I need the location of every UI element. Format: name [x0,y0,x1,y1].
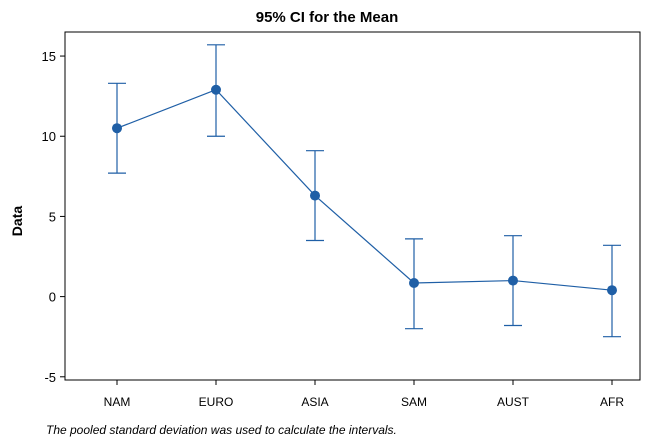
y-tick-label: 15 [42,49,56,64]
mean-point [211,84,221,95]
mean-point [607,285,617,296]
y-tick-label: 5 [49,209,56,224]
y-tick-label: -5 [44,370,56,385]
x-tick-label: SAM [401,395,427,409]
y-tick-label: 10 [42,129,56,144]
series-group [108,44,621,338]
y-axis-title: Data [9,206,25,237]
x-tick-label: AFR [600,395,624,409]
y-tick-label: 0 [49,290,56,305]
mean-connect-line [116,89,613,291]
chart-title: 95% CI for the Mean [256,9,399,26]
mean-point [508,275,518,286]
x-tick-label: EURO [199,395,234,409]
x-tick-label: NAM [104,395,131,409]
y-axis: -5 0 5 10 15 [42,49,65,385]
mean-point [310,190,320,201]
x-axis: NAM EURO ASIA SAM AUST AFR [104,380,624,409]
mean-point [112,123,122,134]
footnote: The pooled standard deviation was used t… [46,423,397,437]
x-tick-label: ASIA [301,395,328,409]
mean-point [409,277,419,288]
plot-area-frame [64,31,641,381]
x-tick-label: AUST [497,395,530,409]
